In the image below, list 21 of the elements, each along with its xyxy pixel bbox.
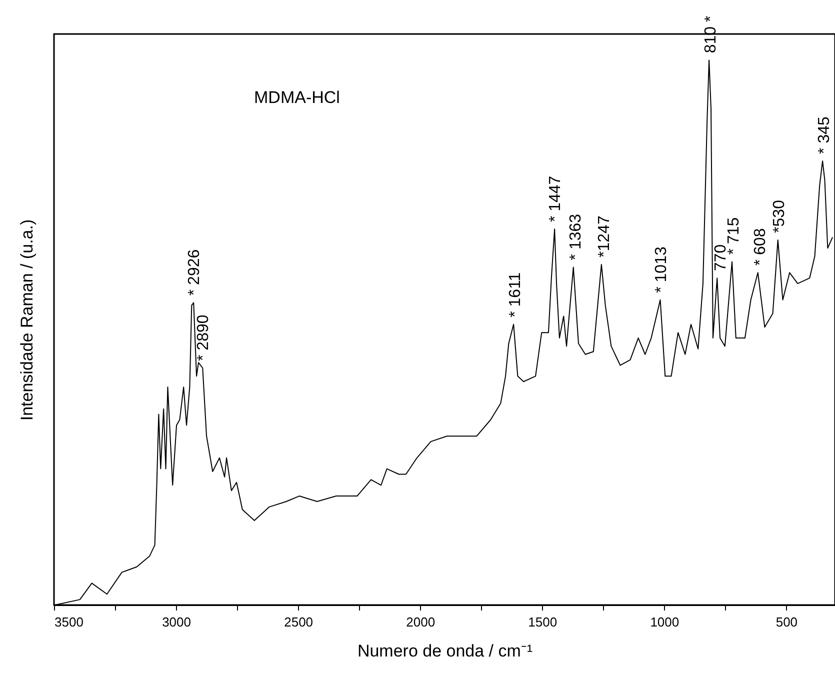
x-axis-title: Numero de onda / cm⁻¹ [357, 642, 533, 660]
annotation: * 2890 [194, 314, 212, 361]
annotation: * 1611 [507, 272, 524, 318]
annotation: * 1447 [547, 176, 564, 222]
annotation: * 1363 [568, 214, 585, 260]
annotation: *530 [770, 200, 788, 233]
annotation: MDMA-HCl [254, 88, 340, 107]
x-tick-label: 1500 [528, 614, 558, 630]
x-tick-label: 3500 [54, 614, 84, 630]
annotation: * 608 [752, 228, 769, 266]
x-tick-label: 3000 [162, 614, 191, 630]
x-tick-label: 2000 [406, 614, 436, 630]
y-axis-title: Intensidade Raman / (u.a.) [18, 219, 36, 421]
annotation: * 715 [726, 217, 743, 255]
annotation: *1247 [596, 216, 613, 258]
annotation: * 1013 [652, 246, 670, 293]
x-tick-label: 1000 [650, 614, 680, 630]
x-tick-label: 500 [776, 614, 798, 630]
annotation: * 345 [816, 116, 834, 154]
x-tick-label: 2500 [284, 614, 314, 630]
annotation: * 2926 [186, 249, 204, 296]
